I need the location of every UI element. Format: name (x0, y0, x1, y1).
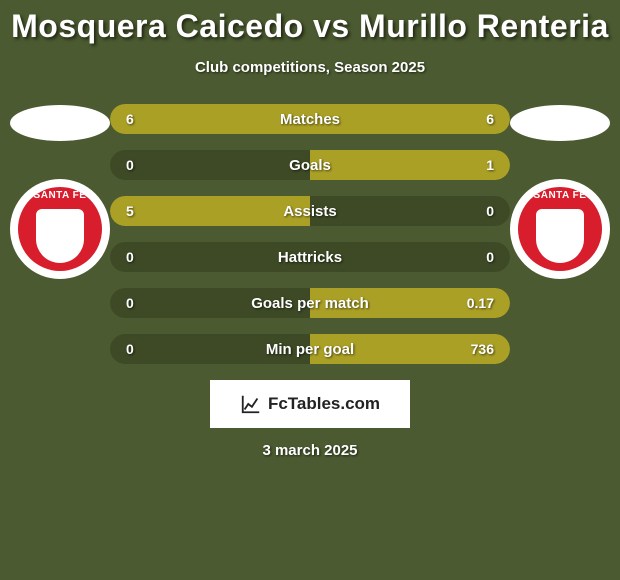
comparison-card: Mosquera Caicedo vs Murillo Renteria Clu… (0, 0, 620, 459)
stats-list: 66Matches01Goals50Assists00Hattricks00.1… (110, 104, 510, 364)
stat-row: 0736Min per goal (110, 334, 510, 364)
stat-row: 00Hattricks (110, 242, 510, 272)
source-logo: FcTables.com (210, 380, 410, 428)
chart-icon (240, 393, 262, 415)
stat-right-value: 1 (486, 150, 494, 180)
stat-row: 50Assists (110, 196, 510, 226)
stat-row: 01Goals (110, 150, 510, 180)
stat-row: 00.17Goals per match (110, 288, 510, 318)
stat-left-value: 0 (126, 150, 134, 180)
stat-right-value: 0 (486, 242, 494, 272)
stat-right-value: 6 (486, 104, 494, 134)
date-label: 3 march 2025 (0, 442, 620, 459)
stat-right-value: 0.17 (467, 288, 494, 318)
stat-left-value: 0 (126, 334, 134, 364)
logo-text: FcTables.com (268, 394, 380, 414)
stat-left-value: 6 (126, 104, 134, 134)
stat-left-value: 5 (126, 196, 134, 226)
stat-row: 66Matches (110, 104, 510, 134)
stat-right-value: 0 (486, 196, 494, 226)
page-title: Mosquera Caicedo vs Murillo Renteria (0, 8, 620, 45)
stat-left-value: 0 (126, 242, 134, 272)
stat-right-value: 736 (471, 334, 494, 364)
subtitle: Club competitions, Season 2025 (0, 59, 620, 76)
stat-left-value: 0 (126, 288, 134, 318)
